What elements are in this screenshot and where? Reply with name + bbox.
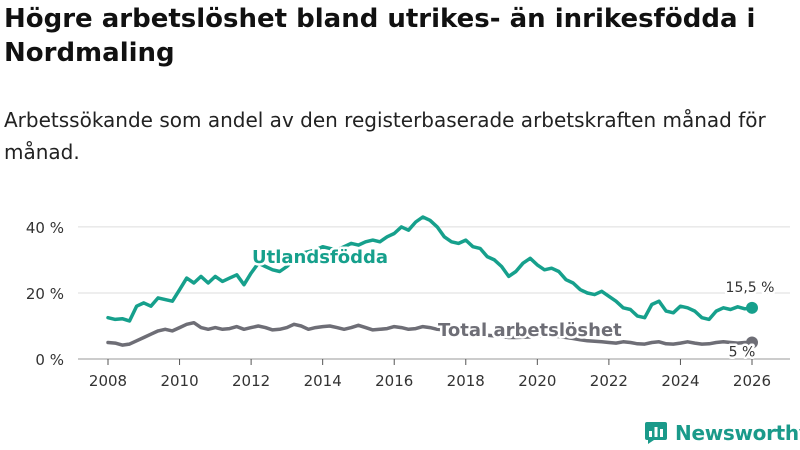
chart-title: Högre arbetslöshet bland utrikes- än inr… [4,4,756,68]
x-tick-label: 2018 [447,372,485,390]
newsworthy-logo-icon [645,422,667,444]
series-group [106,215,758,349]
grid-lines [78,226,790,360]
x-tick-label: 2016 [375,372,413,390]
end-marker-total [746,336,758,349]
y-tick-label: 0 % [35,351,64,369]
brand-name: Newsworthy [675,421,800,445]
end-value-label-utlandsfodda: 15,5 % [726,280,775,296]
end-value-label-total: 5 % [729,344,756,360]
chart-subtitle: Arbetssökande som andel av den registerb… [4,108,766,164]
end-marker-utlandsfodda [746,301,758,314]
x-tick-label: 2012 [232,372,270,390]
series-labels: Utlandsfödda Total arbetslöshet 15,5 % 5 % [250,245,777,363]
series-label-total: Total arbetslöshet [438,320,622,341]
x-tick-label: 2014 [304,372,342,390]
y-axis: 0 % 20 % 40 % [26,219,64,369]
series-line-total [106,320,754,347]
x-tick-label: 2020 [518,372,556,390]
x-axis: 2008 2010 2012 2014 2016 2018 2020 2022 2024 2026 [89,359,771,390]
brand-logo: Newsworthy [645,420,800,446]
series-line-utlandsfodda [106,215,754,323]
x-tick-label: 2024 [661,372,699,390]
series-label-utlandsfodda: Utlandsfödda [252,247,388,268]
x-tick-label: 2008 [89,372,127,390]
y-tick-label: 20 % [26,285,64,303]
x-tick-label: 2010 [160,372,198,390]
x-tick-label: 2026 [733,372,771,390]
y-tick-label: 40 % [26,219,64,237]
x-tick-label: 2022 [590,372,628,390]
